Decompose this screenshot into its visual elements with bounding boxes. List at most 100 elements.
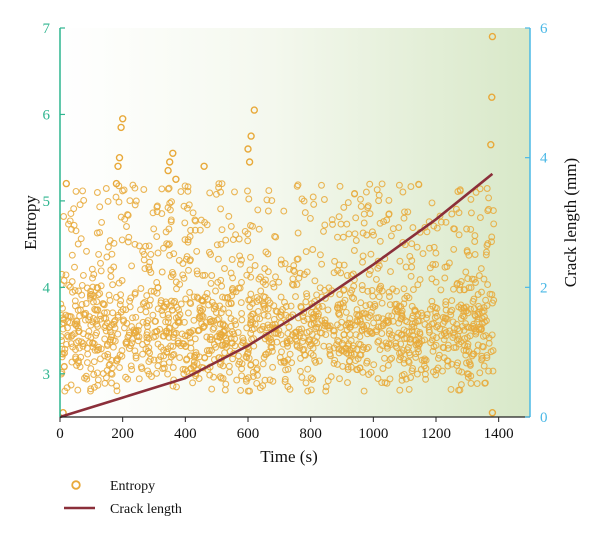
entropy-point xyxy=(255,296,263,304)
entropy-point xyxy=(284,329,292,337)
entropy-outlier-point xyxy=(488,93,496,101)
entropy-point xyxy=(407,272,415,280)
entropy-point xyxy=(399,346,407,354)
entropy-point xyxy=(288,359,296,367)
entropy-point xyxy=(154,305,162,313)
entropy-point xyxy=(395,181,403,189)
entropy-point xyxy=(475,308,482,316)
entropy-point xyxy=(370,231,377,239)
entropy-point xyxy=(93,298,101,306)
entropy-point xyxy=(431,314,439,321)
entropy-point xyxy=(426,244,433,252)
entropy-point xyxy=(89,283,97,291)
entropy-point xyxy=(117,297,125,305)
entropy-point xyxy=(222,236,230,244)
x-tick-label: 800 xyxy=(299,426,322,442)
entropy-point xyxy=(212,190,220,198)
entropy-point xyxy=(108,250,116,258)
entropy-point xyxy=(262,248,270,256)
entropy-point xyxy=(426,264,434,272)
entropy-point xyxy=(231,317,239,325)
entropy-point xyxy=(318,181,325,189)
entropy-point xyxy=(128,262,136,270)
entropy-point xyxy=(160,352,168,360)
entropy-point xyxy=(89,274,96,282)
entropy-point xyxy=(344,342,352,350)
entropy-point xyxy=(60,337,66,345)
entropy-point xyxy=(125,233,133,241)
entropy-point xyxy=(78,291,86,299)
entropy-point xyxy=(68,251,76,259)
entropy-point xyxy=(187,300,195,308)
entropy-point xyxy=(350,282,358,290)
entropy-point xyxy=(94,291,102,299)
entropy-point xyxy=(67,381,75,389)
entropy-point xyxy=(71,263,78,271)
entropy-point xyxy=(85,327,93,335)
entropy-point xyxy=(177,300,185,308)
entropy-point xyxy=(106,328,114,336)
entropy-point xyxy=(144,347,152,355)
entropy-point xyxy=(430,222,438,230)
entropy-point xyxy=(167,273,175,281)
entropy-point xyxy=(68,331,76,339)
entropy-point xyxy=(233,376,241,384)
entropy-point xyxy=(402,375,410,383)
entropy-point xyxy=(255,225,263,233)
entropy-point xyxy=(422,375,430,383)
entropy-point xyxy=(183,356,190,364)
entropy-point xyxy=(232,321,240,329)
entropy-point xyxy=(122,373,130,381)
x-tick-label: 1000 xyxy=(358,426,388,442)
entropy-point xyxy=(388,354,396,362)
entropy-point xyxy=(485,334,493,342)
entropy-outlier-point xyxy=(250,106,259,114)
entropy-point xyxy=(140,256,148,264)
entropy-point xyxy=(184,309,192,317)
entropy-point xyxy=(366,180,374,188)
entropy-point xyxy=(238,360,246,368)
entropy-point xyxy=(78,338,85,346)
entropy-point xyxy=(104,197,112,205)
entropy-point xyxy=(326,346,334,354)
entropy-point xyxy=(193,270,201,278)
entropy-point xyxy=(96,203,104,211)
entropy-point xyxy=(258,325,266,333)
entropy-point xyxy=(414,281,422,289)
entropy-point xyxy=(123,319,131,327)
entropy-point xyxy=(277,256,285,264)
entropy-point xyxy=(399,188,407,196)
entropy-point xyxy=(293,281,301,288)
entropy-point xyxy=(283,339,291,347)
entropy-point xyxy=(359,229,367,237)
entropy-point xyxy=(309,314,317,321)
entropy-point xyxy=(77,353,85,361)
entropy-point xyxy=(277,358,285,366)
entropy-point xyxy=(145,335,153,342)
entropy-point xyxy=(473,380,481,388)
entropy-point xyxy=(128,366,136,373)
entropy-point xyxy=(413,340,421,348)
entropy-point xyxy=(409,286,417,294)
entropy-point xyxy=(480,275,488,283)
entropy-point xyxy=(304,365,312,373)
entropy-point xyxy=(329,327,337,334)
entropy-point xyxy=(117,213,125,221)
entropy-point xyxy=(354,366,362,374)
entropy-point xyxy=(384,361,392,369)
entropy-point xyxy=(420,362,428,370)
entropy-point xyxy=(406,252,414,260)
entropy-point xyxy=(428,199,436,207)
entropy-point xyxy=(290,266,297,274)
entropy-point xyxy=(300,317,308,325)
entropy-point xyxy=(230,330,238,338)
entropy-point xyxy=(75,327,83,335)
entropy-point xyxy=(79,271,87,279)
entropy-point xyxy=(455,231,463,239)
entropy-point xyxy=(277,312,285,320)
entropy-point xyxy=(197,307,205,315)
entropy-point xyxy=(108,370,116,378)
entropy-point xyxy=(64,332,72,339)
entropy-point xyxy=(441,314,449,322)
entropy-point xyxy=(298,373,306,381)
